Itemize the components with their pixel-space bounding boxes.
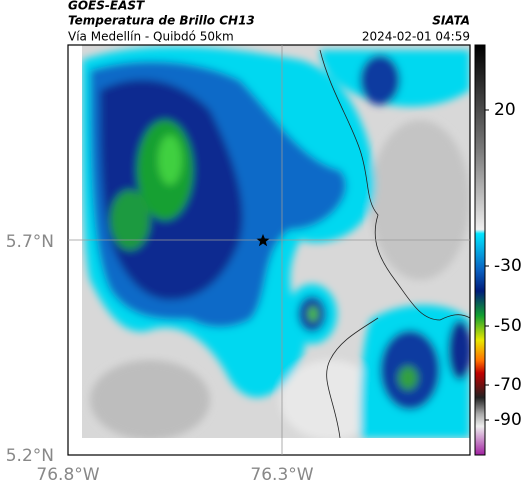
colorbar-ticks: 20 -30 -50 -70 -90 — [485, 100, 522, 430]
lon-label: 76.8°W — [36, 465, 99, 485]
lat-label: 5.2°N — [6, 446, 54, 466]
colorbar-tick-label: -30 — [494, 256, 522, 276]
lon-label: 76.3°W — [250, 465, 313, 485]
source: SIATA — [432, 14, 470, 28]
colorbar-tick-label: -90 — [494, 410, 522, 430]
colorbar — [474, 44, 486, 456]
datetime: 2024-02-01 04:59 — [362, 30, 470, 44]
location-marker — [256, 234, 270, 247]
title: GOES-EAST — [68, 0, 145, 13]
satellite-image — [82, 45, 470, 438]
colorbar-tick-label: -50 — [494, 316, 522, 336]
lat-label: 5.7°N — [6, 232, 54, 252]
colorbar-tick-label: 20 — [494, 100, 516, 120]
colorbar-tick-label: -70 — [494, 375, 522, 395]
subtitle: Temperatura de Brillo CH13 — [68, 14, 255, 28]
location: Vía Medellín - Quibdó 50km — [68, 30, 234, 44]
map-frame — [67, 44, 471, 456]
